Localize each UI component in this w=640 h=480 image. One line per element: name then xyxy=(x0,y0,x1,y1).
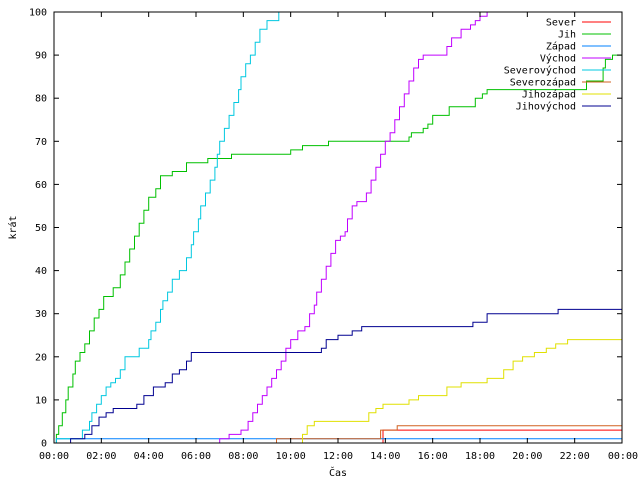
x-tick-label: 00:00 xyxy=(608,451,638,462)
y-tick-label: 20 xyxy=(35,352,47,363)
x-tick-label: 20:00 xyxy=(512,451,542,462)
legend-label: Severozápad xyxy=(510,77,576,89)
series-line-Severozápad xyxy=(54,425,622,444)
legend-label: Jihovýchod xyxy=(516,101,576,113)
series-line-Východ xyxy=(54,11,622,444)
legend-label: Sever xyxy=(546,18,576,29)
x-tick-label: 14:00 xyxy=(370,451,400,462)
legend-label: Východ xyxy=(540,53,576,65)
x-tick-label: 02:00 xyxy=(86,451,116,462)
x-tick-label: 06:00 xyxy=(181,451,211,462)
x-tick-label: 18:00 xyxy=(465,451,495,462)
x-tick-label: 16:00 xyxy=(418,451,448,462)
x-tick-label: 04:00 xyxy=(134,451,164,462)
y-tick-label: 10 xyxy=(35,395,47,406)
y-tick-label: 80 xyxy=(35,94,47,105)
x-tick-label: 22:00 xyxy=(560,451,590,462)
series-line-Jihozápad xyxy=(54,339,622,444)
series-line-Jihovýchod xyxy=(54,308,622,444)
y-axis-label: krát xyxy=(7,215,19,239)
y-tick-label: 0 xyxy=(41,439,47,450)
legend-label: Jihozápad xyxy=(522,89,576,101)
y-tick-label: 100 xyxy=(29,8,47,19)
y-tick-label: 60 xyxy=(35,180,47,191)
legend-label: Severovýchod xyxy=(504,65,576,77)
legend-label: Západ xyxy=(546,41,576,53)
x-tick-label: 00:00 xyxy=(39,451,69,462)
y-tick-label: 30 xyxy=(35,309,47,320)
y-tick-label: 40 xyxy=(35,266,47,277)
legend: SeverJihZápadVýchodSeverovýchodSeverozáp… xyxy=(504,18,611,113)
y-tick-label: 50 xyxy=(35,223,47,234)
series-line-Jih xyxy=(54,50,623,444)
legend-label: Jih xyxy=(558,30,576,41)
y-tick-label: 70 xyxy=(35,137,47,148)
axes-layer: 0 10 20 30 40 50 60 70 80 90 100 00:00 02:00 04:00 06:… xyxy=(29,8,638,463)
x-tick-label: 12:00 xyxy=(323,451,353,462)
x-tick-label: 10:00 xyxy=(276,451,306,462)
y-tick-label: 90 xyxy=(35,51,47,62)
x-axis-label: Čas xyxy=(329,466,347,479)
x-tick-label: 08:00 xyxy=(228,451,258,462)
series-line-Severovýchod xyxy=(54,11,622,444)
